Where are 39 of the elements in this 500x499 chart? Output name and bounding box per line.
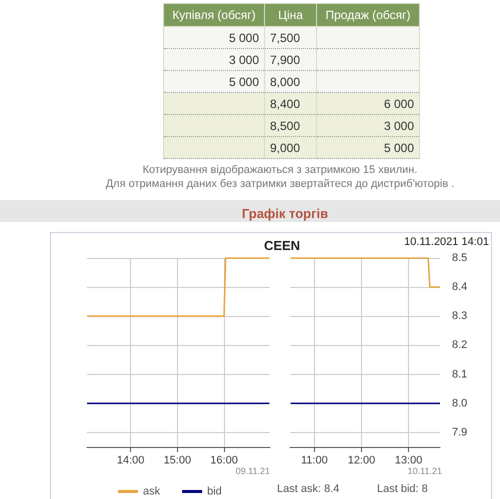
x-tick-label: 16:00 bbox=[210, 454, 238, 466]
text: 7,900 bbox=[270, 52, 300, 66]
text: Для отримання даних без затримки звертайтеся до дистриб'юторів . bbox=[104, 178, 456, 190]
category-label: Продаж (обсяг) bbox=[316, 4, 420, 26]
y-tick-label: 8.5 bbox=[452, 252, 468, 264]
legend-label: bid bbox=[207, 486, 222, 498]
x-tick-label: 15:00 bbox=[164, 454, 192, 466]
y-tick-label: 8.2 bbox=[452, 339, 468, 352]
y-tick-label: 8.0 bbox=[452, 397, 468, 410]
x-tick-label: 12:00 bbox=[348, 454, 376, 466]
text: 5 000 bbox=[384, 140, 414, 154]
category-label: Ціна bbox=[264, 4, 316, 26]
text: 10.11.2021 14:01 bbox=[404, 236, 489, 248]
text: 3 000 bbox=[228, 52, 259, 66]
text: 09.11.21 bbox=[236, 466, 270, 476]
category-label: Купівля (обсяг) bbox=[164, 4, 264, 26]
x-tick-label: 14:00 bbox=[116, 454, 144, 466]
text: 10.11.21 bbox=[408, 466, 442, 476]
text: 8,400 bbox=[270, 96, 300, 110]
legend-label: ask bbox=[143, 486, 161, 498]
y-tick-label: 7.9 bbox=[452, 426, 468, 438]
y-tick-label: 8.4 bbox=[452, 281, 468, 294]
y-tick-label: 8.1 bbox=[452, 368, 468, 380]
text: 9,000 bbox=[270, 140, 300, 154]
text: Last bid: 8 bbox=[377, 483, 428, 495]
text: 5 000 bbox=[228, 74, 259, 88]
text: 5 000 bbox=[228, 30, 259, 44]
x-tick-label: 13:00 bbox=[394, 454, 422, 466]
chart-subtitle: CEEN bbox=[264, 238, 300, 253]
text: 8,000 bbox=[270, 74, 300, 88]
text: 6 000 bbox=[384, 96, 414, 110]
chart-title: Графік торгів bbox=[242, 206, 328, 221]
text: Last ask: 8.4 bbox=[277, 483, 340, 495]
y-tick-label: 8.3 bbox=[452, 310, 468, 322]
text: 3 000 bbox=[384, 118, 414, 132]
x-tick-label: 11:00 bbox=[300, 454, 328, 466]
text: 8,500 bbox=[270, 118, 300, 132]
text: Котирування відображаються з затримкою 15 хвилин. bbox=[142, 164, 418, 176]
text: 7,500 bbox=[270, 30, 300, 44]
